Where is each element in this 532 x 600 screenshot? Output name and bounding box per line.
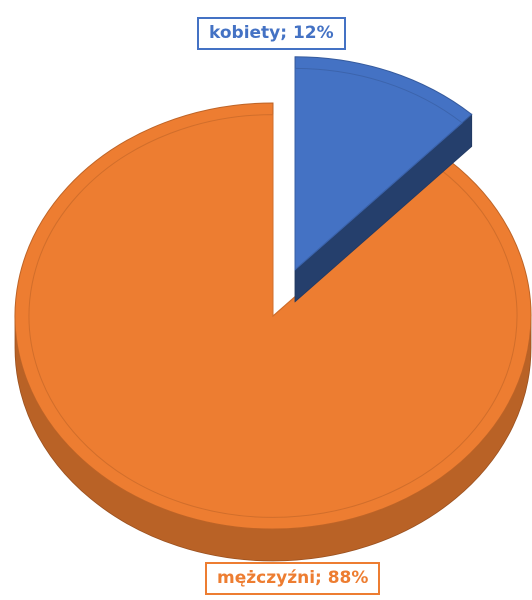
data-label-kobiety: kobiety; 12% [197,17,346,50]
pie-slice-kobiety-bevel [294,67,463,271]
data-label-mezczyzni: mężczyźni; 88% [205,562,381,595]
pie-slice-mezczyzni-bevel [28,114,518,518]
pie-slice-kobiety [294,56,473,271]
